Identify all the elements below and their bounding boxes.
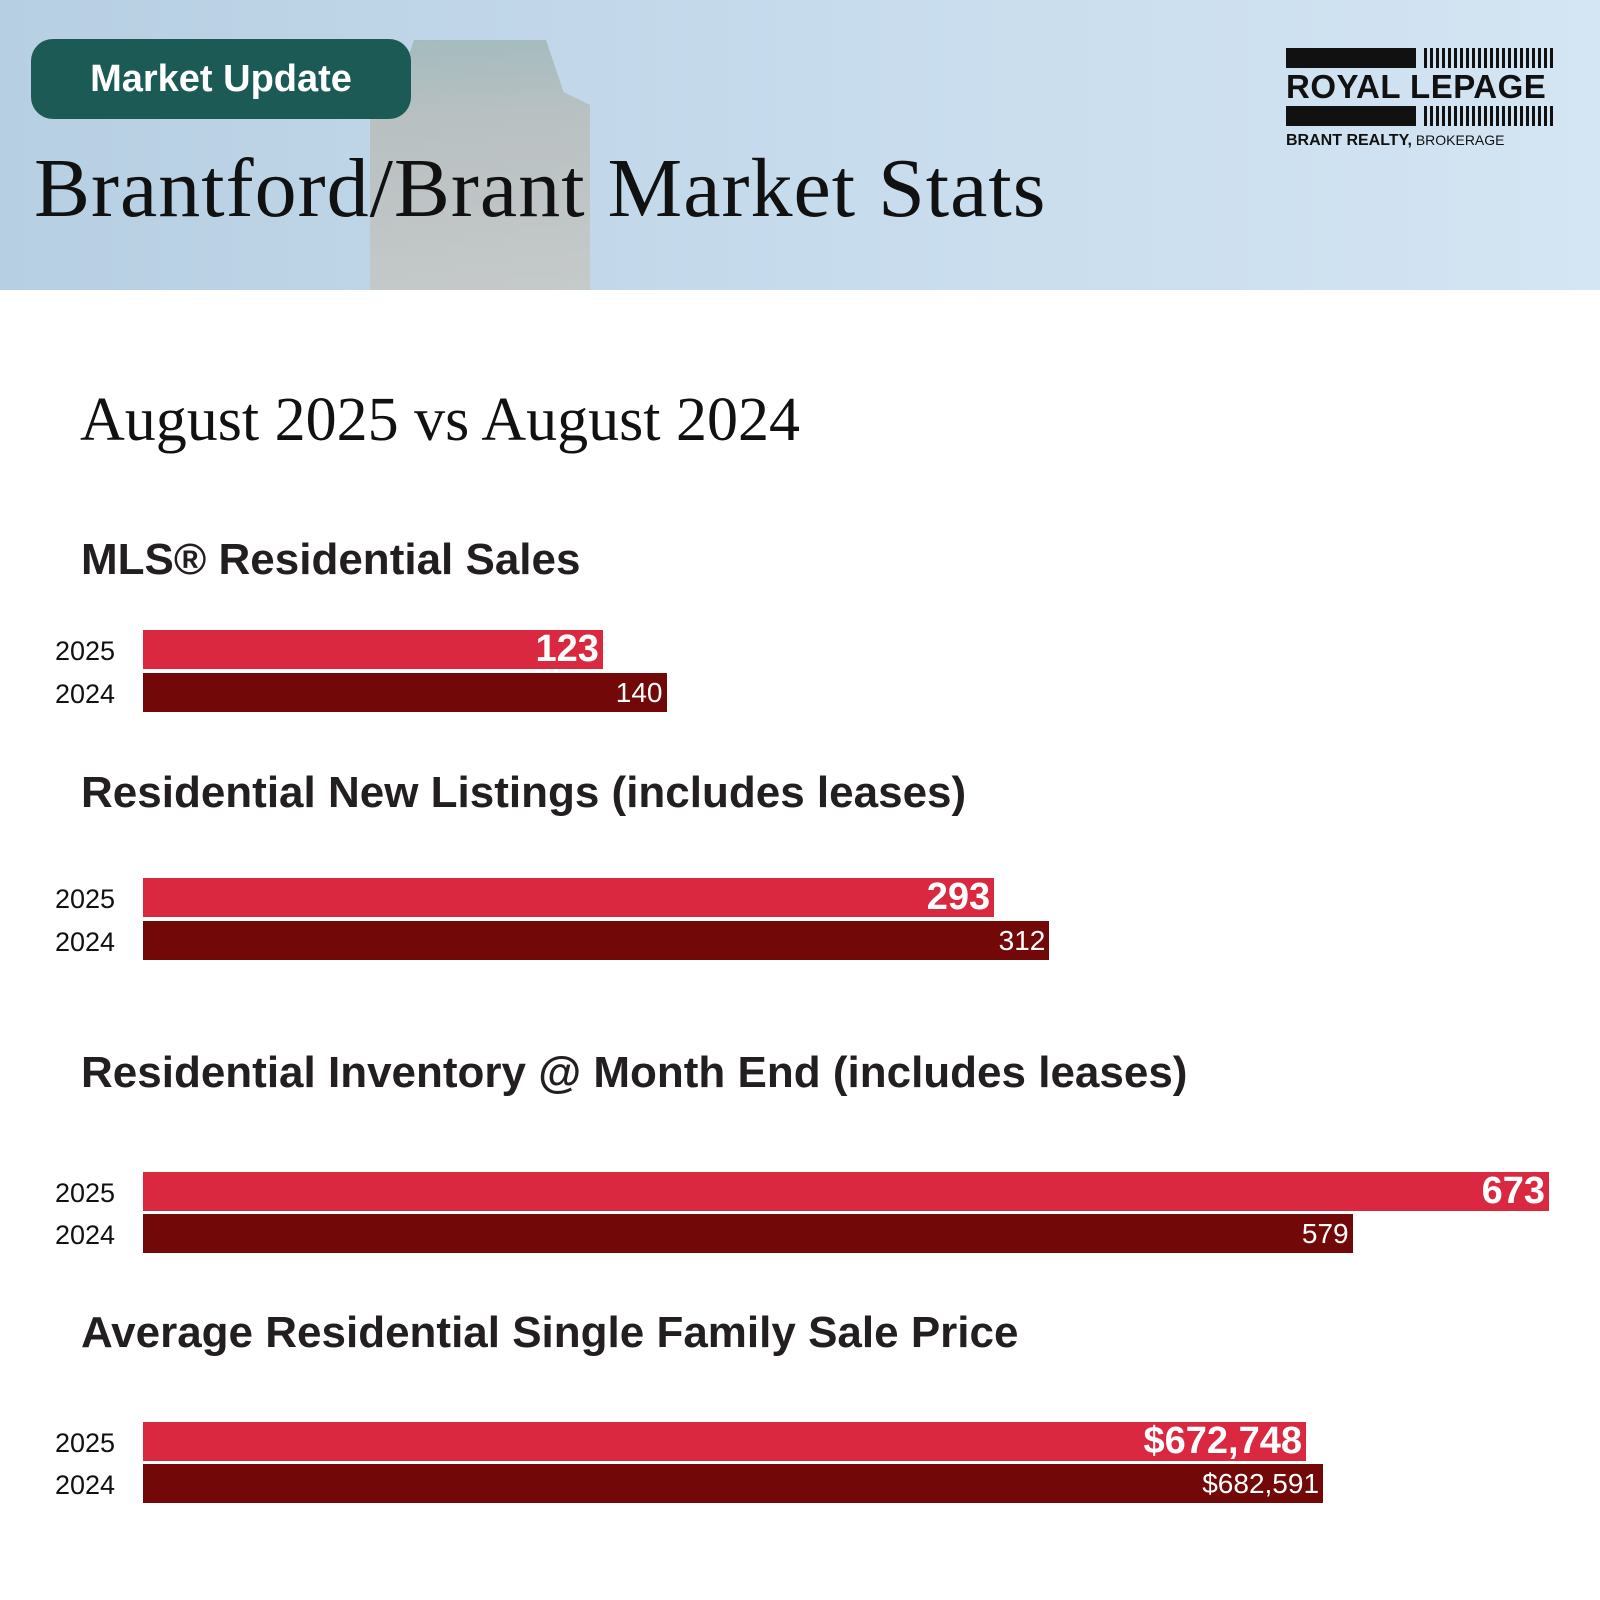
chart-title: Residential Inventory @ Month End (inclu… bbox=[81, 1048, 1188, 1097]
year-label: 2025 bbox=[55, 884, 116, 914]
comparison-subtitle: August 2025 vs August 2024 bbox=[80, 386, 800, 454]
bar-2024: 140 bbox=[143, 673, 667, 712]
bar-row: 2024 $682,591 bbox=[0, 1464, 1600, 1503]
chart-title: Average Residential Single Family Sale P… bbox=[81, 1308, 1019, 1357]
logo-suffix: BROKERAGE bbox=[1415, 132, 1505, 148]
year-label: 2024 bbox=[55, 679, 116, 709]
bar-row: 2025 673 bbox=[0, 1170, 1600, 1212]
data-label: $682,591 bbox=[1202, 1467, 1320, 1499]
year-label: 2025 bbox=[55, 1178, 116, 1208]
year-label: 2024 bbox=[55, 1220, 116, 1250]
royal-lepage-logo: ROYAL LEPAGE BRANT REALTY, BROKERAGE bbox=[1286, 48, 1554, 150]
bar-2025: 673 bbox=[143, 1170, 1549, 1212]
data-label: 140 bbox=[615, 676, 663, 708]
bar-row: 2025 293 bbox=[0, 876, 1600, 918]
year-label: 2025 bbox=[55, 1428, 116, 1458]
bar-row: 2024 579 bbox=[0, 1214, 1600, 1253]
bar-2024: 579 bbox=[143, 1214, 1353, 1253]
bar-row: 2024 312 bbox=[0, 921, 1600, 960]
data-label: $672,748 bbox=[1143, 1420, 1303, 1462]
bar-row: 2025 123 bbox=[0, 628, 1600, 670]
data-label: 673 bbox=[1481, 1170, 1545, 1212]
bar-row: 2025 $672,748 bbox=[0, 1420, 1600, 1462]
data-label: 579 bbox=[1301, 1217, 1349, 1249]
data-label: 123 bbox=[535, 628, 599, 670]
page-title: Brantford/Brant Market Stats bbox=[34, 142, 1047, 235]
data-label: 293 bbox=[926, 876, 991, 918]
market-update-badge: Market Update bbox=[31, 39, 411, 119]
year-label: 2024 bbox=[55, 927, 116, 957]
bar-2024: 312 bbox=[143, 921, 1050, 960]
bar-row: 2024 140 bbox=[0, 673, 1600, 712]
year-label: 2024 bbox=[55, 1470, 116, 1500]
logo-brand: ROYAL LEPAGE bbox=[1286, 68, 1547, 105]
chart-title: Residential New Listings (includes lease… bbox=[81, 768, 967, 817]
bar-2024: $682,591 bbox=[143, 1464, 1324, 1503]
logo-office: BRANT REALTY, bbox=[1286, 132, 1412, 149]
chart-title: MLS® Residential Sales bbox=[81, 535, 581, 584]
bar-2025: 293 bbox=[143, 876, 995, 918]
bar-2025: 123 bbox=[143, 628, 603, 670]
header-banner: Market Update Brantford/Brant Market Sta… bbox=[0, 0, 1600, 290]
data-label: 312 bbox=[998, 924, 1046, 956]
year-label: 2025 bbox=[55, 636, 116, 666]
bar-2025: $672,748 bbox=[143, 1420, 1307, 1462]
